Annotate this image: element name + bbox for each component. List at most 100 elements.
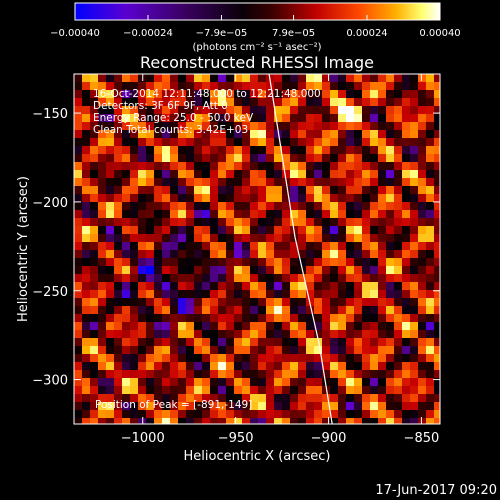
heatmap-cell <box>186 170 194 178</box>
heatmap-cell <box>194 378 202 386</box>
heatmap-cell <box>298 162 306 170</box>
heatmap-cell <box>274 146 282 154</box>
heatmap-cell <box>354 314 362 322</box>
heatmap-cell <box>386 82 394 90</box>
heatmap-cell <box>298 90 306 98</box>
heatmap-cell <box>226 346 234 354</box>
heatmap-cell <box>282 234 290 242</box>
heatmap-cell <box>402 114 410 122</box>
heatmap-cell <box>338 274 346 282</box>
heatmap-cell <box>154 250 162 258</box>
heatmap-cell <box>282 362 290 370</box>
heatmap-cell <box>178 242 186 250</box>
heatmap-cell <box>130 218 138 226</box>
heatmap-cell <box>258 218 266 226</box>
heatmap-cell <box>226 306 234 314</box>
heatmap-cell <box>274 346 282 354</box>
heatmap-cell <box>130 154 138 162</box>
heatmap-cell <box>266 394 274 402</box>
heatmap-cell <box>138 402 146 410</box>
heatmap-cell <box>426 370 434 378</box>
heatmap-cell <box>202 234 210 242</box>
heatmap-cell <box>194 170 202 178</box>
heatmap-cell <box>306 170 314 178</box>
heatmap-cell <box>146 298 154 306</box>
heatmap-cell <box>226 122 234 130</box>
heatmap-cell <box>290 170 298 178</box>
heatmap-cell <box>82 306 90 314</box>
heatmap-cell <box>234 210 242 218</box>
heatmap-cell <box>218 298 226 306</box>
heatmap-cell <box>314 194 322 202</box>
heatmap-cell <box>362 170 370 178</box>
heatmap-cell <box>258 402 266 410</box>
heatmap-cell <box>418 186 426 194</box>
heatmap-cell <box>306 162 314 170</box>
heatmap-cell <box>106 154 114 162</box>
heatmap-cell <box>146 202 154 210</box>
heatmap-cell <box>114 290 122 298</box>
heatmap-cell <box>386 258 394 266</box>
heatmap-cell <box>170 250 178 258</box>
heatmap-cell <box>314 370 322 378</box>
heatmap-cell <box>90 266 98 274</box>
heatmap-cell <box>314 346 322 354</box>
heatmap-cell <box>402 186 410 194</box>
heatmap-cell <box>218 194 226 202</box>
heatmap-cell <box>178 274 186 282</box>
heatmap-cell <box>298 282 306 290</box>
heatmap-cell <box>218 122 226 130</box>
heatmap-cell <box>386 74 394 82</box>
heatmap-cell <box>146 74 154 82</box>
heatmap-cell <box>162 250 170 258</box>
heatmap-cell <box>298 418 306 424</box>
heatmap-cell <box>162 418 170 424</box>
heatmap-cell <box>114 194 122 202</box>
heatmap-cell <box>242 394 250 402</box>
heatmap-cell <box>370 162 378 170</box>
heatmap-cell <box>306 218 314 226</box>
heatmap-cell <box>434 234 440 242</box>
heatmap-cell <box>314 394 322 402</box>
heatmap-cell <box>362 202 370 210</box>
heatmap-cell <box>194 370 202 378</box>
heatmap-cell <box>82 170 90 178</box>
heatmap-cell <box>266 266 274 274</box>
heatmap-cell <box>378 178 386 186</box>
heatmap-cell <box>290 330 298 338</box>
heatmap-cell <box>266 90 274 98</box>
heatmap-cell <box>338 74 346 82</box>
heatmap-cell <box>330 218 338 226</box>
heatmap-cell <box>178 218 186 226</box>
heatmap-cell <box>106 362 114 370</box>
heatmap-cell <box>314 362 322 370</box>
heatmap-cell <box>410 314 418 322</box>
heatmap-cell <box>410 322 418 330</box>
heatmap-cell <box>322 258 330 266</box>
heatmap-cell <box>154 314 162 322</box>
heatmap-cell <box>138 274 146 282</box>
heatmap-cell <box>82 410 90 418</box>
heatmap-cell <box>354 386 362 394</box>
heatmap-cell <box>274 386 282 394</box>
heatmap-cell <box>98 98 106 106</box>
heatmap-cell <box>154 90 162 98</box>
heatmap-cell <box>162 218 170 226</box>
heatmap-cell <box>346 418 354 424</box>
heatmap-cell <box>74 178 82 186</box>
heatmap-cell <box>170 82 178 90</box>
heatmap-cell <box>186 98 194 106</box>
heatmap-cell <box>410 370 418 378</box>
heatmap-cell <box>266 202 274 210</box>
heatmap-cell <box>386 338 394 346</box>
heatmap-cell <box>162 122 170 130</box>
heatmap-cell <box>290 90 298 98</box>
heatmap-cell <box>210 234 218 242</box>
heatmap-cell <box>114 402 122 410</box>
heatmap-cell <box>162 90 170 98</box>
heatmap-cell <box>338 298 346 306</box>
heatmap-cell <box>330 330 338 338</box>
heatmap-cell <box>234 402 242 410</box>
heatmap-cell <box>410 170 418 178</box>
heatmap-cell <box>434 290 440 298</box>
